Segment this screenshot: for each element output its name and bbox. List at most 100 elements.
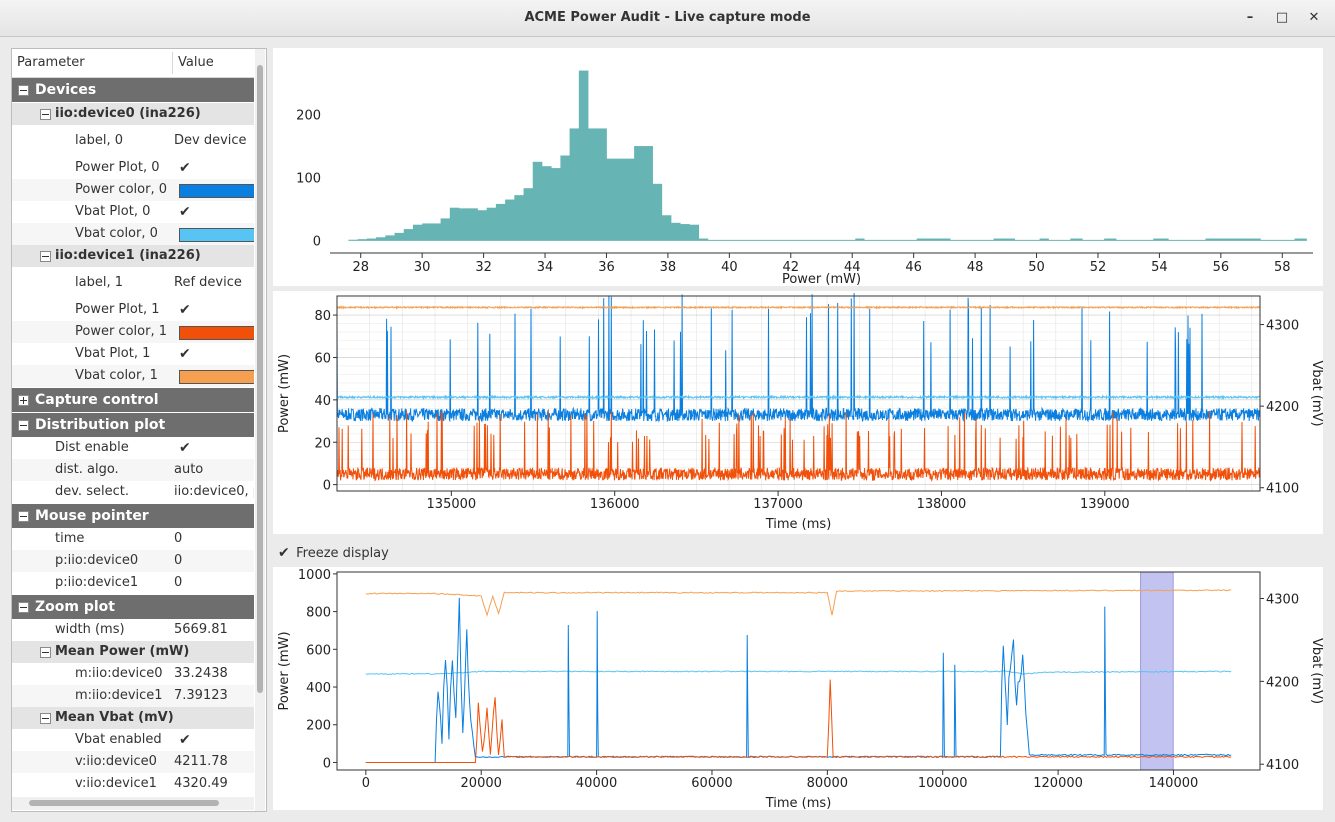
- histogram-bar: [541, 166, 552, 241]
- row-vbat-plot-1[interactable]: Vbat Plot, 1 ✔: [12, 343, 254, 365]
- expand-icon[interactable]: [18, 395, 29, 406]
- x-tick-label: 54: [1151, 260, 1168, 275]
- category-capture-control[interactable]: Capture control: [12, 388, 254, 412]
- row-power-plot-1[interactable]: Power Plot, 1 ✔: [12, 299, 254, 321]
- check-icon[interactable]: ✔: [278, 545, 290, 561]
- color-swatch[interactable]: [179, 184, 254, 198]
- y-tick-label: 200: [306, 719, 331, 734]
- collapse-icon[interactable]: [18, 85, 29, 96]
- y2-tick-label: 4100: [1266, 758, 1299, 773]
- close-icon[interactable]: ✕: [1308, 10, 1320, 25]
- series-line: [365, 679, 1232, 763]
- row-vbat-color-0[interactable]: Vbat color, 0: [12, 223, 254, 245]
- histogram-bar: [403, 229, 414, 241]
- row-width[interactable]: width (ms) 5669.81: [55, 622, 228, 637]
- row-v-device0[interactable]: v:iio:device0 4211.78: [12, 751, 254, 773]
- histogram-bar: [468, 208, 478, 241]
- x-axis-label: Time (ms): [765, 796, 832, 810]
- row-power-color-0[interactable]: Power color, 0: [12, 179, 254, 201]
- x-tick-label: 38: [660, 260, 677, 275]
- collapse-icon[interactable]: [18, 511, 29, 522]
- y-tick-label: 1000: [298, 568, 331, 583]
- histogram-bar: [993, 238, 1016, 241]
- collapse-icon[interactable]: [18, 602, 29, 613]
- category-mouse-pointer[interactable]: Mouse pointer: [12, 504, 254, 528]
- row-power-color-1[interactable]: Power color, 1: [12, 321, 254, 343]
- maximize-icon[interactable]: □: [1275, 10, 1289, 25]
- y2-tick-label: 4200: [1266, 400, 1299, 415]
- tree-vertical-scrollbar[interactable]: [255, 49, 265, 811]
- collapse-icon[interactable]: [40, 647, 51, 658]
- row-label-0[interactable]: label, 0 Dev device: [75, 133, 247, 148]
- scrollbar-thumb[interactable]: [29, 800, 219, 806]
- distribution-histogram[interactable]: 28 30 32 34 36 38 40 42 44 46 48 50 52 54 56 58 0 100 200 P…: [273, 48, 1323, 287]
- parameter-column-header[interactable]: Parameter: [17, 55, 85, 70]
- y-tick-label: 0: [323, 756, 331, 771]
- freeze-display-label: Freeze display: [296, 546, 389, 561]
- check-icon[interactable]: ✔: [179, 302, 191, 318]
- category-distribution-plot[interactable]: Distribution plot: [12, 413, 254, 437]
- zoom-plot-chart[interactable]: 135000 136000 137000 138000 139000 0 20 40 60 80 4…: [273, 291, 1324, 534]
- row-v-device1[interactable]: v:iio:device1 4320.49: [75, 776, 228, 791]
- x-tick-label: 32: [475, 260, 492, 275]
- histogram-bar: [670, 222, 681, 241]
- check-icon[interactable]: ✔: [179, 732, 191, 748]
- x-tick-label: 34: [537, 260, 554, 275]
- x-tick-label: 58: [1274, 260, 1291, 275]
- histogram-bar: [366, 238, 377, 241]
- minimize-icon[interactable]: –: [1246, 10, 1254, 25]
- category-devices[interactable]: Devices: [12, 78, 254, 102]
- zoom-plot-panel[interactable]: 135000 136000 137000 138000 139000 0 20 40 60 80 4…: [273, 291, 1324, 534]
- color-swatch[interactable]: [179, 326, 254, 340]
- collapse-icon[interactable]: [40, 251, 51, 262]
- y2-axis-label: Vbat (mV): [1309, 638, 1323, 704]
- parameter-tree[interactable]: Parameter Value Devices iio:device0 (ina…: [11, 48, 267, 812]
- freeze-display-checkbox[interactable]: ✔ Freeze display: [278, 543, 389, 563]
- histogram-bar: [459, 208, 469, 241]
- check-icon[interactable]: ✔: [179, 160, 191, 176]
- distribution-plot-panel[interactable]: 28 30 32 34 36 38 40 42 44 46 48 50 52 54 56 58 0 100 200 P…: [273, 48, 1323, 287]
- plot-frame: [336, 571, 1261, 771]
- color-swatch[interactable]: [179, 228, 254, 242]
- row-vbat-enabled[interactable]: Vbat enabled ✔: [12, 729, 254, 751]
- row-dist-enable[interactable]: Dist enable ✔: [12, 437, 254, 459]
- row-label-1[interactable]: label, 1 Ref device: [75, 275, 242, 290]
- category-zoom-plot[interactable]: Zoom plot: [12, 595, 254, 619]
- row-m-device1[interactable]: m:iio:device1 7.39123: [12, 685, 254, 707]
- value-column-header[interactable]: Value: [178, 55, 214, 70]
- check-icon[interactable]: ✔: [179, 204, 191, 220]
- histogram-bar: [1104, 238, 1117, 241]
- color-swatch[interactable]: [179, 370, 254, 384]
- row-p-device0[interactable]: p:iio:device0 0: [12, 550, 254, 572]
- group-device1[interactable]: iio:device1 (ina226): [12, 245, 254, 267]
- group-mean-vbat[interactable]: Mean Vbat (mV): [12, 707, 254, 729]
- row-vbat-color-1[interactable]: Vbat color, 1: [12, 365, 254, 387]
- full-plot-panel[interactable]: 0 20000 40000 60000 80000 100000 120000 140000 0…: [273, 567, 1324, 811]
- full-plot-chart[interactable]: 0 20000 40000 60000 80000 100000 120000 140000 0…: [273, 567, 1324, 811]
- histogram-bar: [855, 238, 865, 241]
- scrollbar-thumb[interactable]: [257, 65, 263, 693]
- check-icon[interactable]: ✔: [179, 440, 191, 456]
- histogram-bar: [680, 224, 690, 241]
- x-tick-label: 44: [844, 260, 861, 275]
- collapse-icon[interactable]: [18, 420, 29, 431]
- check-icon[interactable]: ✔: [179, 346, 191, 362]
- tree-header: Parameter Value: [12, 49, 254, 78]
- row-p-device1[interactable]: p:iio:device1 0: [55, 575, 183, 590]
- group-device0[interactable]: iio:device0 (ina226): [12, 103, 254, 125]
- y-tick-label: 400: [306, 681, 331, 696]
- tree-horizontal-scrollbar[interactable]: [12, 797, 254, 810]
- collapse-icon[interactable]: [40, 713, 51, 724]
- row-power-plot-0[interactable]: Power Plot, 0 ✔: [12, 157, 254, 179]
- group-mean-power[interactable]: Mean Power (mW): [12, 641, 254, 663]
- row-m-device0[interactable]: m:iio:device0 33.2438: [75, 666, 228, 681]
- row-time[interactable]: time 0: [55, 531, 183, 546]
- row-dev-select[interactable]: dev. select. iio:device0, p: [55, 484, 254, 499]
- histogram-bar: [505, 199, 515, 241]
- histogram-bar: [376, 237, 386, 241]
- collapse-icon[interactable]: [40, 109, 51, 120]
- row-vbat-plot-0[interactable]: Vbat Plot, 0 ✔: [12, 201, 254, 223]
- series-line: [365, 670, 1232, 675]
- y-tick-label: 0: [313, 234, 321, 249]
- row-dist-algo[interactable]: dist. algo. auto: [12, 459, 254, 481]
